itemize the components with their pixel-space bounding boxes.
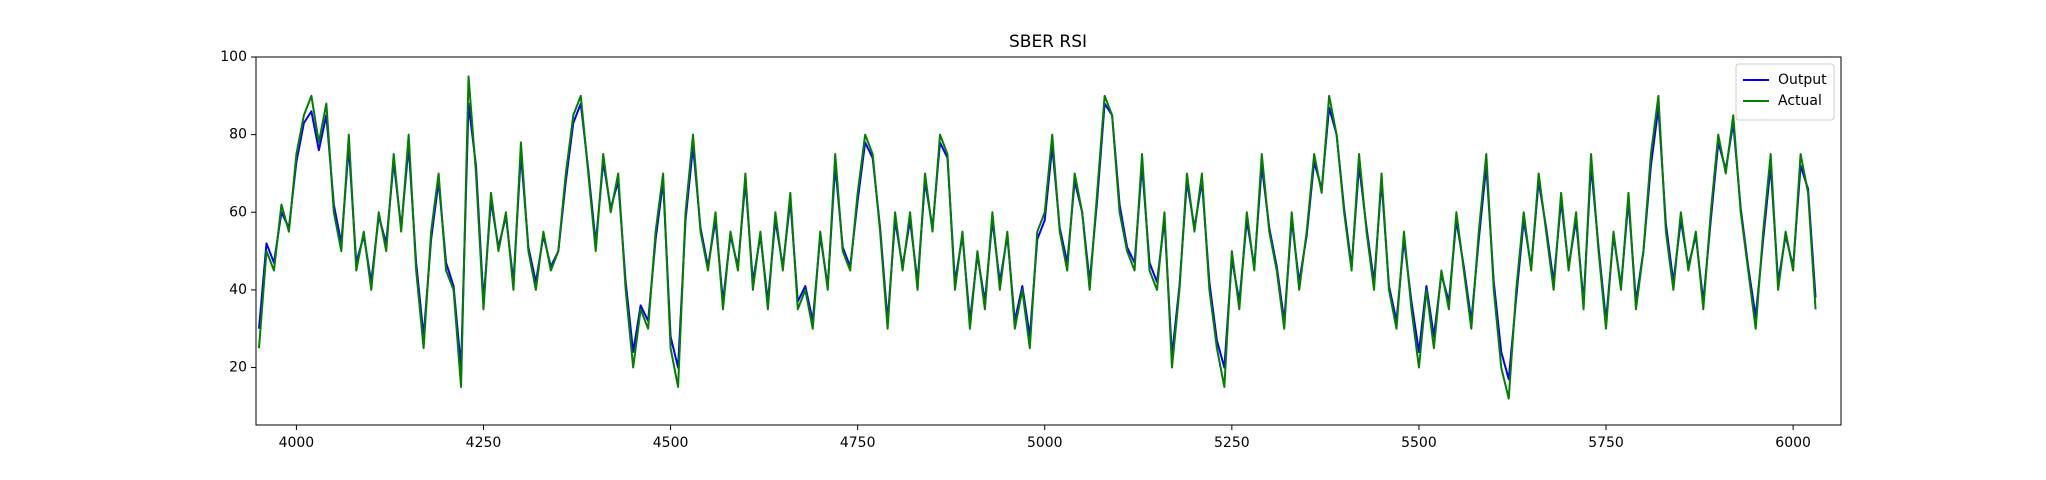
legend-box [1735,63,1835,121]
y-tick-label: 40 [229,282,247,298]
x-tick-label: 4750 [840,435,876,451]
line-series [257,75,1817,400]
x-tick-label: 5000 [1027,435,1063,451]
legend-label: Output [1778,72,1827,88]
legend-label: Actual [1778,93,1822,109]
y-tick-label: 80 [229,127,247,143]
y-tick-label: 60 [229,204,247,220]
legend: Output Actual [1735,63,1835,121]
x-tick-label: 4000 [279,435,315,451]
plot-frame [255,56,1842,426]
y-tick-label: 20 [229,360,247,376]
x-tick-label: 4500 [653,435,689,451]
x-tick-label: 5500 [1401,435,1437,451]
x-tick-label: 5250 [1214,435,1250,451]
x-tick-label: 5750 [1588,435,1624,451]
y-tick-label: 100 [220,49,247,65]
x-tick-label: 4250 [466,435,502,451]
x-tick-label: 6000 [1775,435,1811,451]
chart-title: SBER RSI [1009,32,1087,52]
